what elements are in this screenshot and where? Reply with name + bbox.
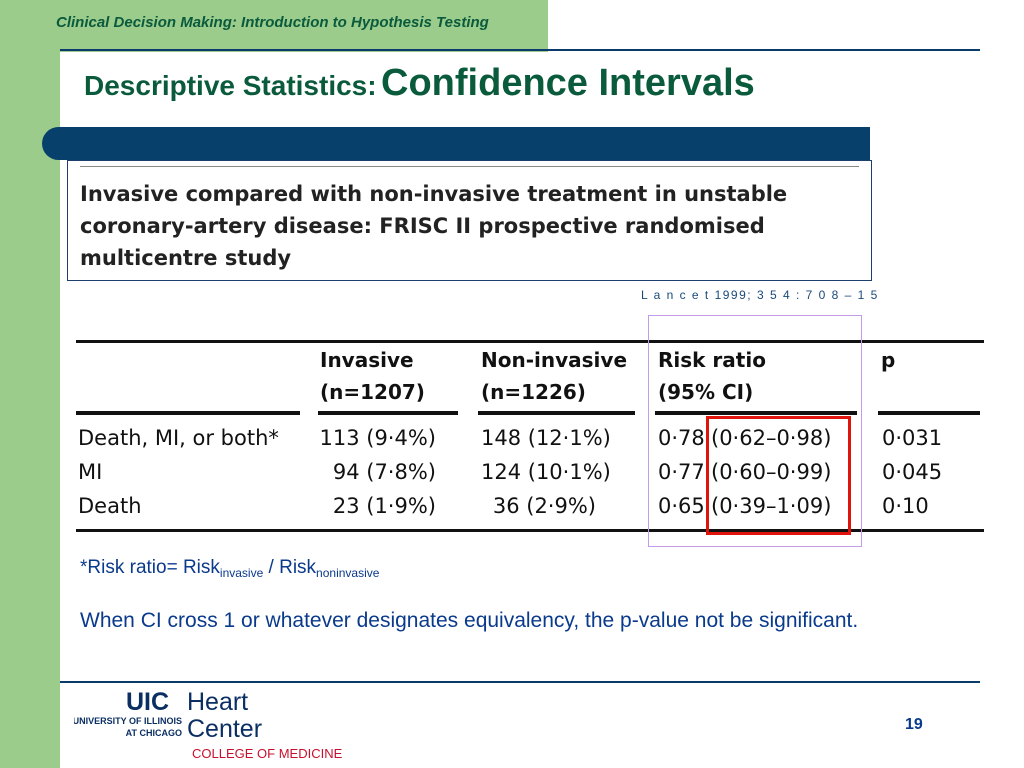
risk-ratio-definition: *Risk ratio= Riskinvasive / Risknoninvas… (80, 557, 379, 580)
header-rule-invasive (318, 411, 458, 415)
logo-university-line1: UNIVERSITY OF ILLINOIS (74, 716, 182, 726)
row-label: Death (78, 494, 142, 518)
cell-invasive: 113 (9·4%) (319, 426, 437, 450)
table-top-rule (76, 340, 984, 343)
rr-prefix: *Risk ratio= Risk (80, 557, 220, 578)
row-label: Death, MI, or both* (78, 426, 279, 450)
slide-title: Descriptive Statistics: Confidence Inter… (84, 62, 755, 105)
header-rule-riskratio (655, 411, 857, 415)
paper-box-rule (80, 166, 859, 167)
cell-invasive: 23 (1·9%) (332, 494, 436, 518)
uic-heart-center-logo: UIC Heart Center UNIVERSITY OF ILLINOIS … (74, 688, 343, 761)
logo-college: COLLEGE OF MEDICINE (192, 746, 343, 761)
rr-subscript-noninvasive: noninvasive (316, 566, 380, 580)
col-header-noninvasive: Non-invasive (n=1226) (481, 344, 627, 408)
rr-mid: / Risk (263, 557, 317, 578)
logo-uic: UIC (126, 688, 169, 716)
ci-significance-note: When CI cross 1 or whatever designates e… (80, 609, 859, 632)
top-divider (60, 49, 980, 51)
col-header-invasive: Invasive (n=1207) (320, 344, 425, 408)
cell-ci: (0·62–0·98) (711, 426, 832, 450)
cell-p: 0·031 (882, 426, 943, 450)
col-header-riskratio: Risk ratio (95% CI) (658, 344, 766, 408)
left-accent-bar (0, 0, 60, 768)
col-header-noninvasive-line2: (n=1226) (481, 380, 586, 404)
header-rule-label (76, 411, 300, 415)
slide-title-part2: Confidence Intervals (381, 62, 755, 104)
header-rule-noninvasive (478, 411, 635, 415)
paper-title-box: Invasive compared with non-invasive trea… (67, 160, 872, 281)
col-header-invasive-line2: (n=1207) (320, 380, 425, 404)
title-underline-bar (42, 127, 870, 160)
cell-risk-ratio: 0·78 (658, 426, 705, 450)
paper-title: Invasive compared with non-invasive trea… (80, 182, 788, 270)
top-accent-bar (0, 0, 548, 52)
logo-center: Center (187, 715, 262, 743)
cell-invasive: 94 (7·8%) (332, 460, 436, 484)
cell-risk-ratio: 0·77 (658, 460, 705, 484)
col-header-noninvasive-line1: Non-invasive (481, 348, 628, 372)
cell-noninvasive: 124 (10·1%) (481, 460, 611, 484)
row-label: MI (78, 460, 103, 484)
col-header-riskratio-line1: Risk ratio (658, 348, 766, 372)
col-header-riskratio-line2: (95% CI) (658, 380, 754, 404)
col-header-p-line1: p (881, 348, 896, 372)
logo-heart: Heart (187, 688, 248, 716)
rr-subscript-invasive: invasive (219, 566, 264, 580)
header-rule-p (878, 411, 980, 415)
risk-ratio-highlight-box (648, 315, 862, 547)
citation: L a n c e t 1999; 3 5 4 : 7 0 8 – 1 5 (641, 288, 879, 302)
cell-noninvasive: 36 (2·9%) (492, 494, 596, 518)
logo-university-line2: AT CHICAGO (126, 728, 182, 738)
col-header-invasive-line1: Invasive (320, 348, 414, 372)
col-header-p: p (881, 344, 895, 376)
slide-title-part1: Descriptive Statistics: (84, 70, 377, 101)
course-title: Clinical Decision Making: Introduction t… (56, 14, 489, 31)
cell-p: 0·10 (882, 494, 929, 518)
bottom-divider (60, 681, 980, 683)
cell-p: 0·045 (882, 460, 943, 484)
confidence-interval-highlight-box (706, 416, 851, 535)
cell-risk-ratio: 0·65 (658, 494, 705, 518)
cell-noninvasive: 148 (12·1%) (481, 426, 611, 450)
table-bottom-rule (76, 529, 984, 532)
cell-ci: (0·39–1·09) (711, 494, 832, 518)
cell-ci: (0·60–0·99) (711, 460, 832, 484)
page-number: 19 (905, 716, 923, 733)
